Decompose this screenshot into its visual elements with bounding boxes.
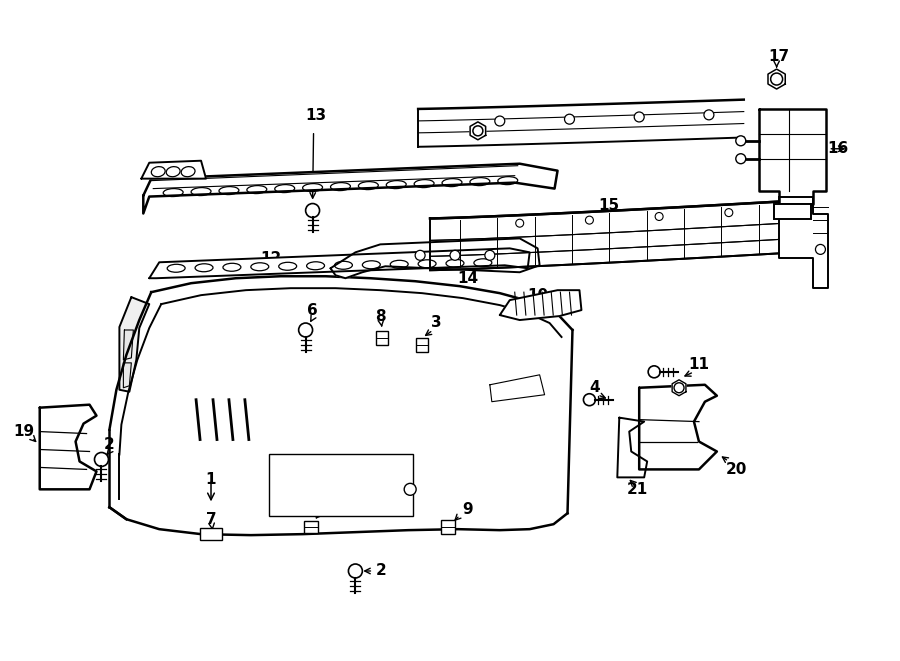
- Circle shape: [648, 366, 660, 378]
- Polygon shape: [330, 239, 540, 278]
- Text: 18: 18: [452, 112, 472, 126]
- Bar: [269, 455, 413, 516]
- Circle shape: [450, 251, 460, 260]
- Text: 13: 13: [305, 108, 326, 124]
- Polygon shape: [470, 122, 486, 140]
- Polygon shape: [617, 418, 647, 477]
- Polygon shape: [123, 330, 133, 360]
- Circle shape: [770, 73, 783, 85]
- Circle shape: [564, 114, 574, 124]
- Text: 1: 1: [206, 472, 216, 487]
- Circle shape: [674, 383, 684, 393]
- Polygon shape: [778, 196, 828, 288]
- Polygon shape: [500, 290, 581, 320]
- Polygon shape: [149, 249, 530, 278]
- Text: 2: 2: [104, 437, 115, 452]
- Bar: [774, 204, 812, 219]
- Text: 14: 14: [457, 271, 479, 286]
- Circle shape: [634, 112, 644, 122]
- Polygon shape: [123, 363, 131, 388]
- Text: 7: 7: [206, 512, 216, 527]
- Circle shape: [583, 394, 596, 406]
- Circle shape: [815, 245, 825, 254]
- Polygon shape: [120, 297, 149, 392]
- Text: 6: 6: [307, 303, 318, 317]
- Text: 12: 12: [260, 251, 282, 266]
- Circle shape: [472, 126, 483, 136]
- Text: 19: 19: [14, 424, 34, 439]
- Text: 2: 2: [375, 563, 386, 578]
- Polygon shape: [430, 202, 778, 270]
- Polygon shape: [141, 161, 206, 178]
- Polygon shape: [143, 164, 557, 214]
- Circle shape: [404, 483, 416, 495]
- Bar: [376, 331, 388, 345]
- Text: 9: 9: [462, 502, 472, 517]
- Circle shape: [736, 136, 746, 146]
- Circle shape: [655, 212, 663, 221]
- Text: 5: 5: [315, 502, 326, 517]
- Circle shape: [94, 453, 108, 467]
- Circle shape: [485, 251, 495, 260]
- Polygon shape: [759, 109, 826, 204]
- Text: 8: 8: [375, 309, 385, 324]
- Circle shape: [348, 564, 363, 578]
- Text: 21: 21: [626, 482, 648, 497]
- Circle shape: [299, 323, 312, 337]
- Bar: [441, 520, 455, 534]
- Circle shape: [495, 116, 505, 126]
- Bar: [416, 338, 428, 352]
- Text: 17: 17: [768, 49, 789, 63]
- Text: 3: 3: [431, 315, 441, 330]
- Circle shape: [585, 216, 593, 224]
- Circle shape: [516, 219, 524, 227]
- Circle shape: [415, 251, 425, 260]
- Polygon shape: [768, 69, 785, 89]
- Text: 4: 4: [590, 380, 599, 395]
- Polygon shape: [40, 405, 96, 489]
- Text: 16: 16: [828, 141, 849, 156]
- Text: 10: 10: [527, 288, 548, 303]
- Polygon shape: [418, 100, 743, 147]
- Polygon shape: [490, 375, 544, 402]
- Circle shape: [306, 204, 319, 217]
- Bar: [303, 521, 318, 533]
- Polygon shape: [639, 385, 717, 469]
- Text: 20: 20: [726, 462, 748, 477]
- Bar: [200, 528, 222, 540]
- Text: 11: 11: [688, 358, 709, 372]
- Text: 15: 15: [598, 198, 620, 213]
- Polygon shape: [672, 380, 686, 396]
- Circle shape: [724, 209, 733, 217]
- Circle shape: [736, 154, 746, 164]
- Circle shape: [704, 110, 714, 120]
